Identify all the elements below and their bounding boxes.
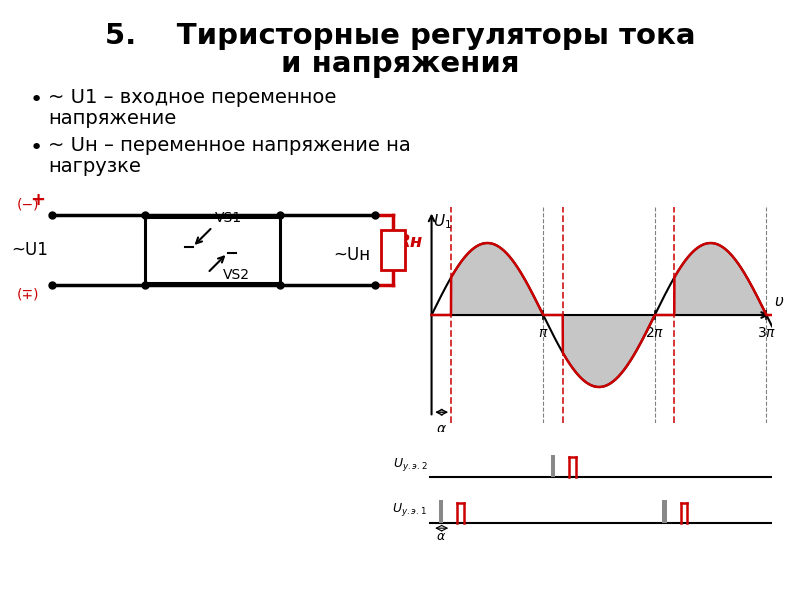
Text: нагрузке: нагрузке — [48, 157, 141, 176]
Text: +: + — [30, 191, 46, 209]
Text: $\pi$: $\pi$ — [538, 326, 549, 340]
Text: $2\pi$: $2\pi$ — [645, 326, 665, 340]
Text: •: • — [30, 90, 43, 110]
Bar — [439, 500, 443, 523]
Text: Rн: Rн — [397, 233, 423, 251]
Text: $U_1$: $U_1$ — [434, 213, 452, 232]
Text: ~ Uн – переменное напряжение на: ~ Uн – переменное напряжение на — [48, 136, 410, 155]
Text: 5.    Тиристорные регуляторы тока: 5. Тиристорные регуляторы тока — [105, 22, 695, 50]
Text: ~Uн: ~Uн — [333, 246, 370, 264]
Text: $U_{у.э.1}$: $U_{у.э.1}$ — [393, 501, 427, 518]
Text: VS2: VS2 — [222, 268, 250, 282]
Text: $\alpha$: $\alpha$ — [436, 530, 446, 544]
Bar — [551, 455, 555, 477]
Text: (∓): (∓) — [17, 288, 39, 302]
Text: $U_{у.э.2}$: $U_{у.э.2}$ — [393, 456, 427, 473]
Bar — [145, 217, 280, 283]
Text: VS1: VS1 — [214, 211, 242, 225]
Text: (−): (−) — [17, 198, 39, 212]
Text: ~U1: ~U1 — [11, 241, 48, 259]
Text: •: • — [30, 138, 43, 158]
Text: $\alpha$: $\alpha$ — [436, 422, 447, 436]
Text: и напряжения: и напряжения — [281, 50, 519, 78]
Text: $3\pi$: $3\pi$ — [757, 326, 776, 340]
Text: $\upsilon$: $\upsilon$ — [774, 294, 784, 309]
Text: напряжение: напряжение — [48, 109, 176, 128]
Bar — [381, 230, 405, 270]
Bar — [662, 500, 666, 523]
Text: ~ U1 – входное переменное: ~ U1 – входное переменное — [48, 88, 336, 107]
